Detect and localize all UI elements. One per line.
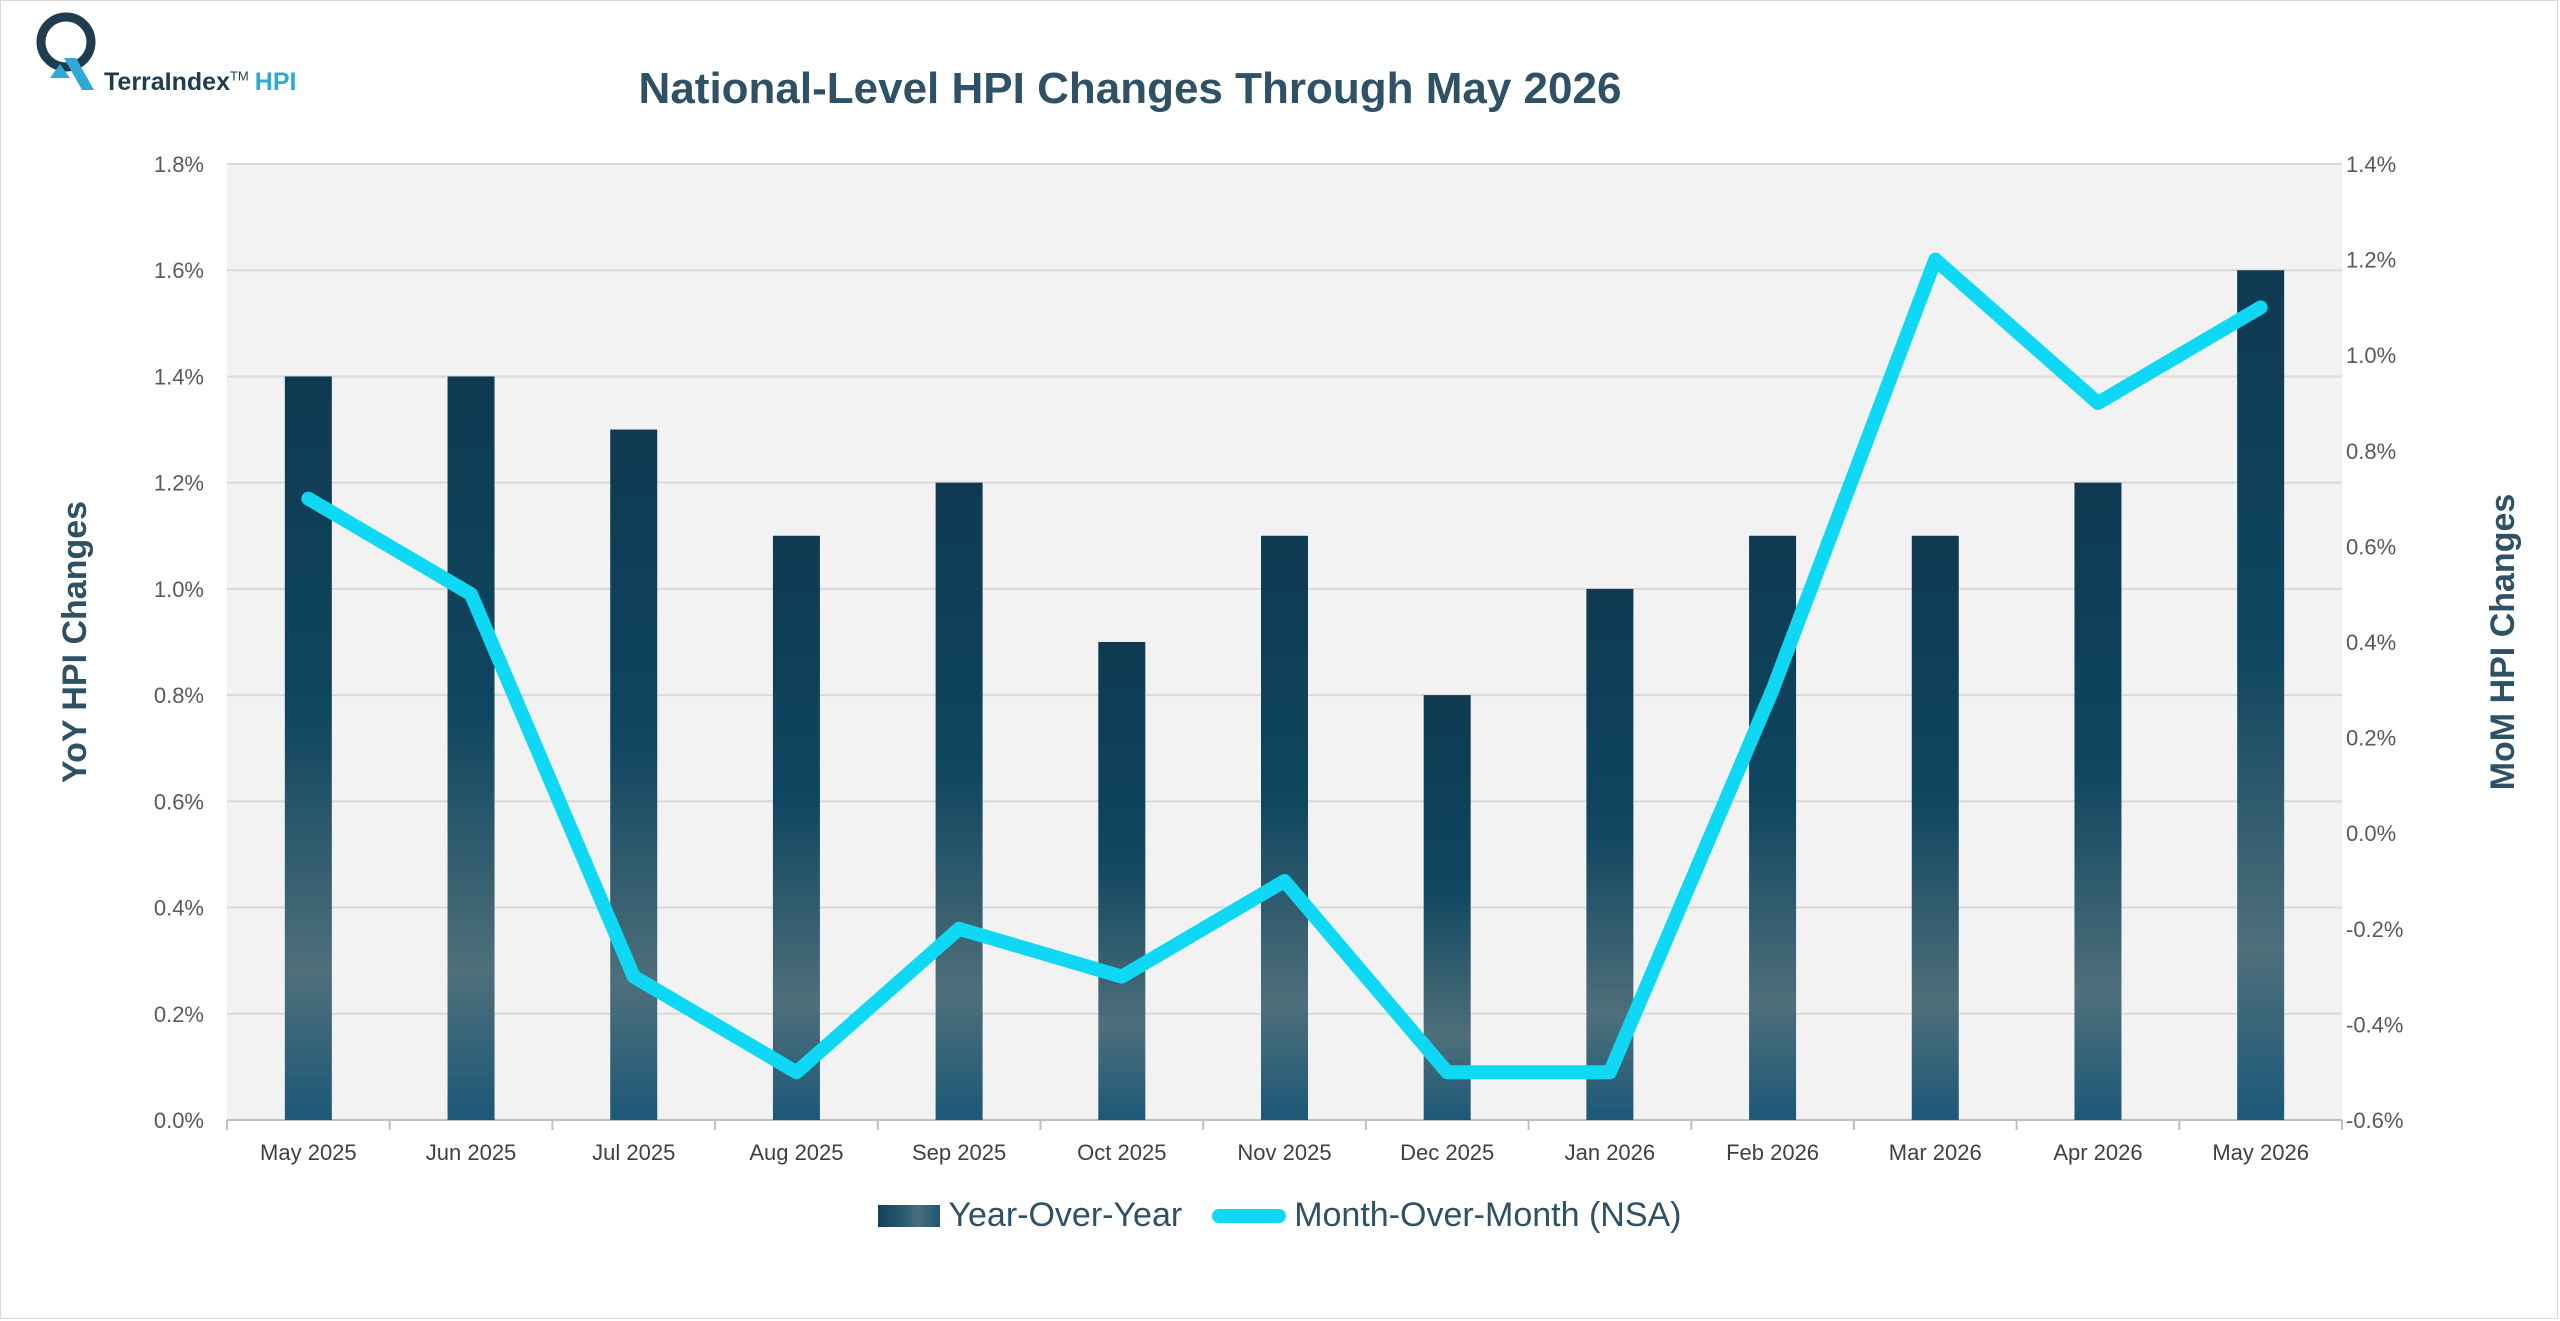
logo-wordmark: TerraIndexTM HPI bbox=[104, 68, 296, 97]
point-mom bbox=[1608, 1071, 1611, 1074]
point-mom bbox=[1283, 880, 1286, 882]
y-tick-label: 1.8% bbox=[154, 152, 204, 177]
bar-yoy bbox=[1749, 535, 1797, 1120]
bar-yoy bbox=[1098, 642, 1146, 1120]
point-mom bbox=[1446, 1071, 1449, 1074]
chart-title: National-Level HPI Changes Through May 2… bbox=[638, 64, 1622, 113]
x-tick-label: Jul 2025 bbox=[592, 1140, 675, 1165]
y-tick-label: 0.2% bbox=[154, 1002, 204, 1027]
point-mom bbox=[1934, 258, 1937, 261]
point-mom bbox=[2096, 402, 2099, 404]
bar-yoy bbox=[1911, 535, 1959, 1120]
y2-tick-label: 0.4% bbox=[2346, 630, 2396, 655]
bar-yoy bbox=[447, 376, 495, 1120]
logo-hpi-text: HPI bbox=[254, 68, 297, 96]
y2-tick-label: 1.2% bbox=[2346, 248, 2396, 273]
y2-tick-label: 0.6% bbox=[2346, 534, 2396, 559]
y2-tick-label: -0.2% bbox=[2346, 917, 2403, 942]
point-mom bbox=[958, 927, 961, 930]
legend-swatch-yoy bbox=[878, 1204, 941, 1227]
x-tick-label: Jan 2026 bbox=[1565, 1140, 1656, 1165]
bar-yoy bbox=[610, 429, 658, 1120]
point-mom bbox=[632, 975, 635, 978]
y2-tick-label: -0.6% bbox=[2346, 1108, 2403, 1133]
x-tick-label: Oct 2025 bbox=[1077, 1140, 1166, 1165]
y-tick-label: 1.2% bbox=[154, 471, 204, 496]
x-tick-label: Apr 2026 bbox=[2053, 1140, 2142, 1165]
x-tick-label: Jun 2025 bbox=[426, 1140, 517, 1165]
point-mom bbox=[1771, 688, 1774, 691]
x-tick-label: Feb 2026 bbox=[1726, 1140, 1819, 1165]
point-mom bbox=[470, 593, 473, 596]
point-mom bbox=[2259, 306, 2262, 309]
bar-yoy bbox=[772, 535, 820, 1120]
y-tick-label: 0.6% bbox=[154, 789, 204, 814]
terraindex-logo: TerraIndexTM HPI bbox=[30, 8, 330, 98]
x-tick-label: Dec 2025 bbox=[1400, 1140, 1494, 1165]
y-tick-label: 1.0% bbox=[154, 577, 204, 602]
y-tick-label: 0.8% bbox=[154, 683, 204, 708]
x-tick-label: May 2026 bbox=[2212, 1140, 2309, 1165]
logo-q-icon bbox=[36, 12, 96, 90]
point-mom bbox=[307, 497, 310, 500]
chart-legend: Year-Over-Year Month-Over-Month (NSA) bbox=[0, 1196, 2560, 1235]
y-tick-label: 0.4% bbox=[154, 896, 204, 921]
bar-yoy bbox=[2237, 270, 2285, 1120]
legend-swatch-mom bbox=[1212, 1208, 1287, 1223]
x-tick-label: Mar 2026 bbox=[1889, 1140, 1982, 1165]
point-mom bbox=[795, 1071, 798, 1074]
bar-yoy bbox=[284, 376, 332, 1120]
y2-axis-title: MoM HPI Changes bbox=[2484, 494, 2522, 791]
bar-yoy bbox=[2074, 482, 2122, 1121]
legend-label-mom: Month-Over-Month (NSA) bbox=[1294, 1196, 1682, 1234]
logo-tm: TM bbox=[229, 68, 249, 84]
y-axis-title: YoY HPI Changes bbox=[56, 501, 94, 783]
y2-tick-label: 1.0% bbox=[2346, 343, 2396, 368]
y2-tick-label: 0.8% bbox=[2346, 439, 2396, 464]
y-tick-label: 0.0% bbox=[154, 1108, 204, 1133]
bar-yoy bbox=[1261, 535, 1308, 1120]
x-tick-label: Nov 2025 bbox=[1237, 1140, 1331, 1165]
logo-word-text: TerraIndex bbox=[104, 68, 230, 96]
y2-tick-label: -0.4% bbox=[2346, 1012, 2403, 1037]
y-tick-label: 1.6% bbox=[154, 258, 204, 283]
legend-item-mom: Month-Over-Month (NSA) bbox=[1212, 1196, 1682, 1235]
y2-tick-label: 1.4% bbox=[2346, 152, 2396, 177]
x-tick-label: Sep 2025 bbox=[912, 1140, 1006, 1165]
bar-yoy bbox=[935, 482, 983, 1121]
legend-item-yoy: Year-Over-Year bbox=[878, 1196, 1182, 1235]
y2-tick-label: 0.2% bbox=[2346, 726, 2396, 751]
y-tick-label: 1.4% bbox=[154, 364, 204, 389]
point-mom bbox=[1120, 975, 1123, 978]
y2-tick-label: 0.0% bbox=[2346, 821, 2396, 846]
x-tick-label: Aug 2025 bbox=[749, 1140, 843, 1165]
x-tick-label: May 2025 bbox=[260, 1140, 357, 1165]
legend-label-yoy: Year-Over-Year bbox=[948, 1196, 1183, 1234]
